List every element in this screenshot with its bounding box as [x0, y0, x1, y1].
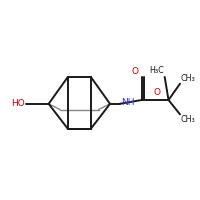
Text: CH₃: CH₃ [181, 115, 196, 124]
Text: O: O [132, 67, 139, 76]
Text: O: O [154, 88, 161, 97]
Text: HO: HO [11, 99, 25, 108]
Text: CH₃: CH₃ [181, 74, 196, 83]
Text: H₃C: H₃C [149, 66, 164, 75]
Text: NH: NH [121, 98, 135, 107]
